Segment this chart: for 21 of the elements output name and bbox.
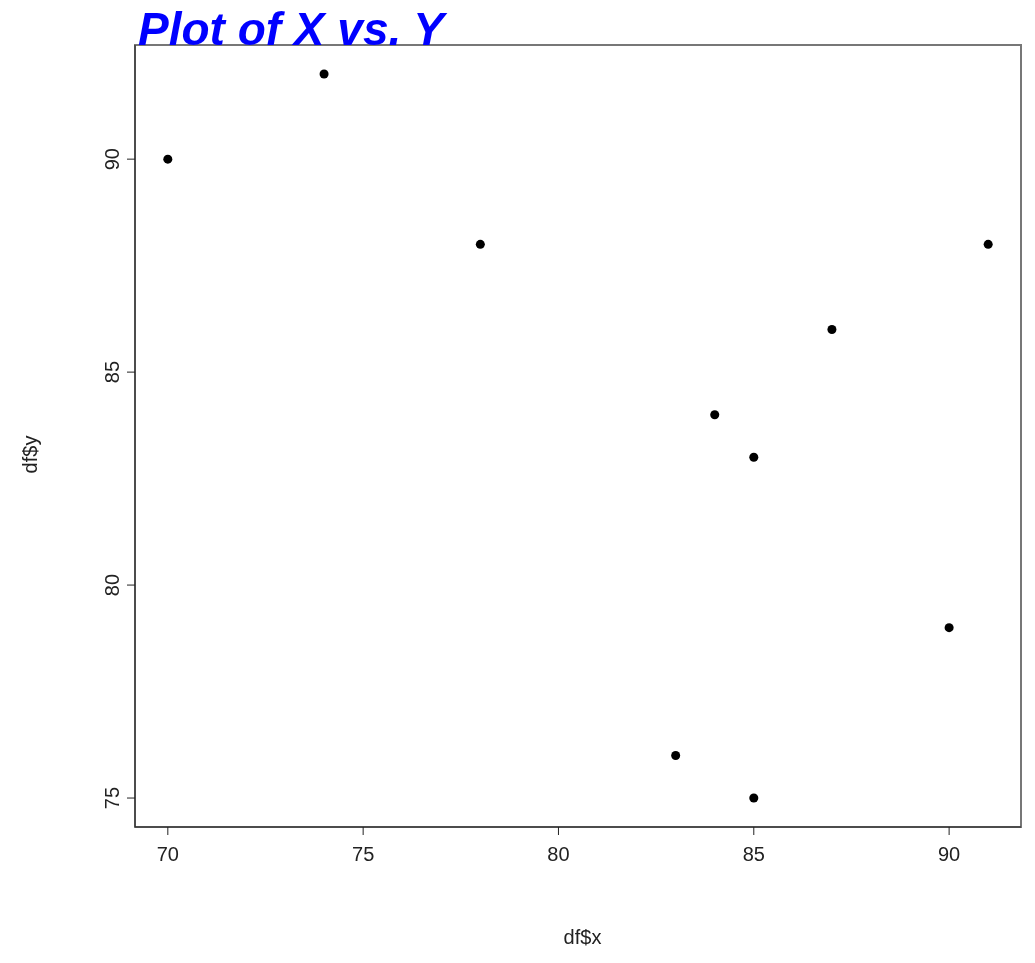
point xyxy=(710,410,720,420)
x-tick-label: 70 xyxy=(156,843,179,866)
point xyxy=(944,623,954,633)
x-axis-title: df$x xyxy=(562,926,603,949)
x-tick-label: 85 xyxy=(742,843,765,866)
point xyxy=(983,239,993,249)
point xyxy=(475,239,485,249)
point xyxy=(163,154,173,164)
y-tick-label: 75 xyxy=(101,786,123,810)
x-tick-label: 80 xyxy=(547,843,570,866)
x-tick-label: 75 xyxy=(352,843,375,866)
x-tick-label: 90 xyxy=(937,843,961,866)
y-tick-label: 90 xyxy=(101,148,123,171)
point xyxy=(827,325,837,335)
y-tick-label: 85 xyxy=(101,360,123,384)
point xyxy=(749,452,759,462)
y-tick-label: 80 xyxy=(101,573,123,597)
point xyxy=(319,69,329,79)
point xyxy=(671,750,681,760)
point xyxy=(749,793,759,803)
y-axis-title: df$y xyxy=(18,434,42,475)
